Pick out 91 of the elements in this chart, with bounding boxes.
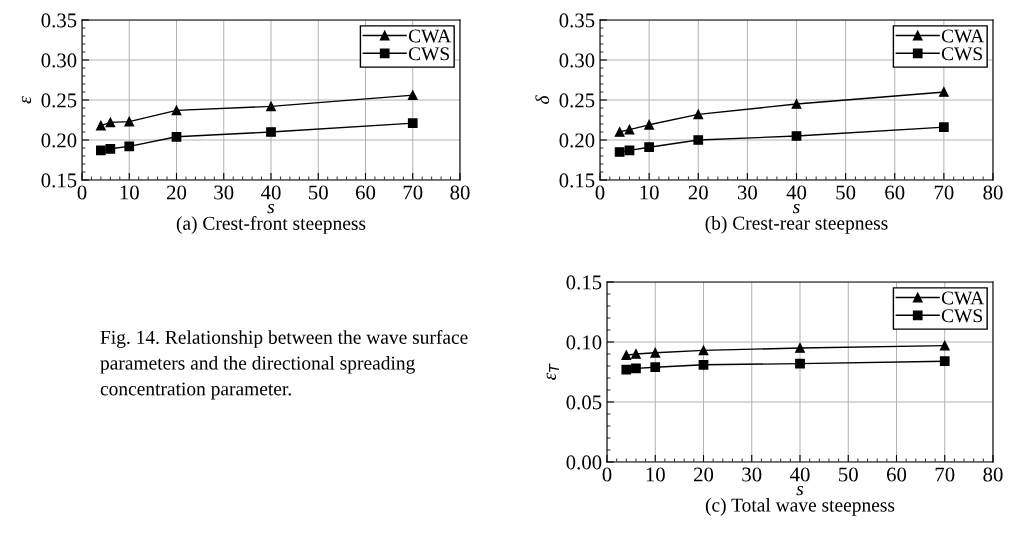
- point: [96, 120, 106, 131]
- point: [124, 141, 135, 152]
- point: [621, 350, 632, 361]
- x-tick-label: 30: [214, 185, 234, 200]
- x-tick-label: 50: [839, 467, 858, 482]
- x-tick-label: 70: [403, 185, 423, 200]
- point: [939, 340, 950, 351]
- point: [624, 124, 635, 135]
- y-tick-label: 0.00: [566, 455, 602, 470]
- legend-label: CWA: [941, 291, 985, 305]
- point: [621, 364, 632, 375]
- point: [171, 131, 182, 142]
- point: [693, 109, 704, 120]
- text: (c) Total wave steepness: [705, 498, 895, 516]
- x-tick-label: 0: [77, 185, 87, 200]
- point: [795, 343, 805, 353]
- y-tick-label: 0.25: [559, 93, 595, 108]
- x-axis-title: s: [796, 485, 804, 496]
- point: [614, 147, 625, 157]
- y-tick-label: 0.30: [41, 53, 77, 68]
- point: [644, 119, 654, 130]
- x-tick-label: 80: [983, 467, 1003, 482]
- point: [650, 347, 661, 358]
- legend-label: CWS: [941, 47, 982, 61]
- point: [939, 122, 949, 133]
- point: [105, 117, 116, 128]
- text: (b) Crest-rear steepness: [705, 216, 888, 234]
- point: [650, 362, 661, 373]
- x-tick-label: 10: [640, 185, 659, 200]
- x-tick-label: 20: [694, 467, 714, 482]
- text: (a) Crest-front steepness: [176, 216, 366, 234]
- x-tick-label: 20: [688, 185, 708, 200]
- point: [266, 101, 276, 112]
- point: [791, 99, 802, 109]
- x-tick-label: 30: [737, 185, 757, 200]
- y-tick-label: 0.25: [41, 93, 77, 108]
- point: [939, 87, 949, 97]
- x-tick-label: 0: [602, 467, 612, 482]
- point: [266, 127, 276, 137]
- x-axis-title: s: [792, 203, 800, 214]
- y-axis-title: ε$_{T}$: [546, 363, 559, 380]
- x-tick-label: 40: [789, 467, 810, 482]
- point: [407, 118, 418, 129]
- y-tick-label: 0.20: [41, 133, 77, 148]
- point: [614, 127, 625, 137]
- y-tick-label: 0.35: [559, 13, 595, 28]
- x-tick-label: 60: [885, 185, 905, 200]
- point: [644, 142, 654, 153]
- y-tick-label: 0.05: [566, 395, 602, 410]
- legend-label: CWA: [408, 29, 452, 43]
- x-tick-label: 30: [742, 467, 762, 482]
- x-tick-label: 80: [450, 185, 470, 200]
- y-axis-title: ε: [21, 96, 32, 104]
- legend-label: CWS: [408, 47, 449, 61]
- x-tick-label: 20: [167, 185, 187, 200]
- point: [939, 356, 950, 367]
- y-axis-title: δ: [535, 95, 550, 104]
- legend-label: CWA: [941, 29, 985, 43]
- point: [171, 105, 182, 116]
- y-tick-label: 0.15: [559, 173, 595, 188]
- point: [407, 90, 418, 101]
- y-tick-label: 0.15: [41, 173, 77, 188]
- x-axis-title: s: [267, 203, 275, 214]
- caption: Fig. 14. Relationship between the wave surface parameters and the directional spreading concentration parameter.: [100, 330, 468, 400]
- x-tick-label: 70: [934, 185, 954, 200]
- x-tick-label: 40: [786, 185, 807, 200]
- point: [795, 358, 805, 369]
- x-tick-label: 50: [309, 185, 328, 200]
- y-tick-label: 0.15: [566, 275, 602, 290]
- point: [631, 363, 641, 374]
- y-tick-label: 0.20: [559, 133, 595, 148]
- x-tick-label: 80: [983, 185, 1003, 200]
- x-tick-label: 70: [935, 467, 955, 482]
- point: [631, 349, 641, 359]
- legend-label: CWS: [941, 309, 982, 323]
- point: [698, 345, 709, 356]
- x-tick-label: 0: [595, 185, 605, 200]
- point: [791, 131, 802, 141]
- x-tick-label: 60: [886, 467, 907, 482]
- x-tick-label: 40: [260, 185, 281, 200]
- point: [105, 143, 116, 154]
- y-tick-label: 0.35: [41, 13, 77, 28]
- x-tick-label: 50: [836, 185, 856, 200]
- point: [693, 135, 704, 145]
- y-tick-label: 0.10: [566, 335, 602, 350]
- point: [124, 116, 135, 127]
- x-tick-label: 60: [355, 185, 376, 200]
- x-tick-label: 10: [646, 467, 665, 482]
- y-tick-label: 0.30: [559, 53, 595, 68]
- x-tick-label: 10: [120, 185, 139, 200]
- point: [698, 359, 709, 370]
